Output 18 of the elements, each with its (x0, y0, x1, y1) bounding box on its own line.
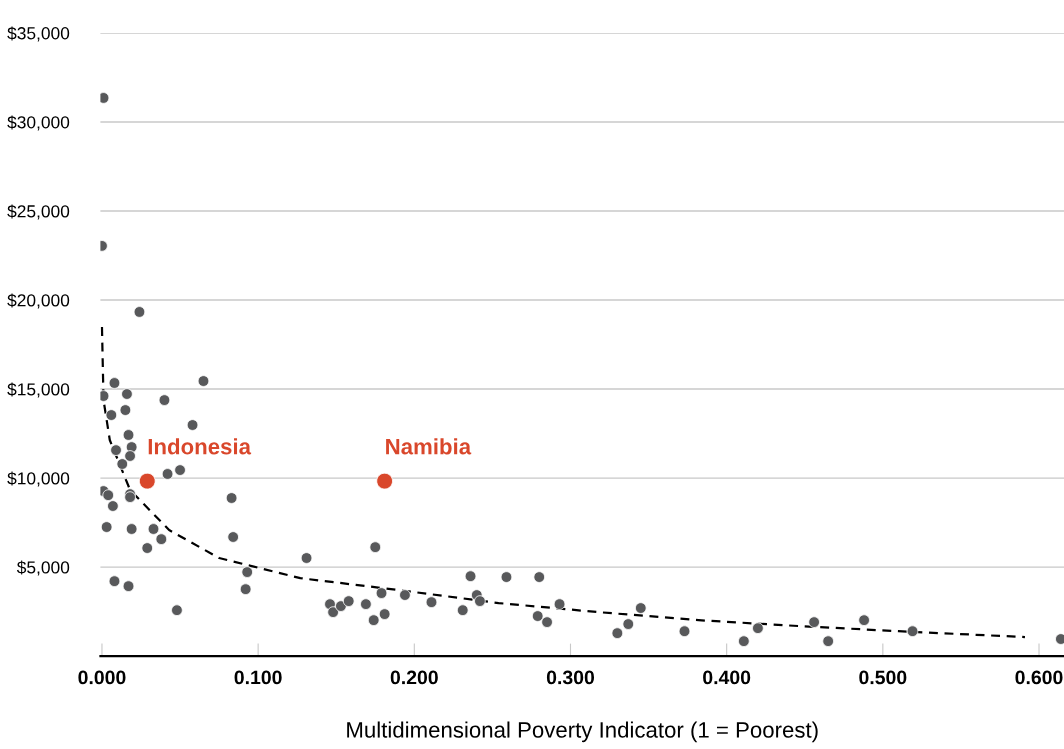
y-tick-label: $15,000 (7, 382, 70, 398)
annotation: Indonesia (148, 438, 252, 455)
x-tick-label: 0.600 (1015, 670, 1063, 685)
x-tick-label: 0.300 (546, 670, 595, 685)
line-series (100, 325, 1027, 639)
x-tick-label: 0.400 (703, 670, 751, 685)
annotation: Namibia (386, 438, 472, 455)
y-tick-label: $25,000 (7, 204, 70, 220)
x-tick-label: 0.100 (234, 670, 282, 685)
y-tick-label: $30,000 (7, 115, 70, 131)
x-axis-title: Multidimensional Poverty Indicator (1 = Poorest) (347, 721, 818, 743)
x-tick-label: 0.000 (78, 670, 126, 685)
x-tick-label: 0.500 (859, 670, 907, 685)
y-tick-label: $20,000 (7, 293, 70, 309)
x-tick-label: 0.200 (390, 670, 438, 685)
y-tick-label: $10,000 (7, 471, 70, 487)
y-tick-label: $5,000 (16, 560, 70, 576)
y-tick-label: $35,000 (7, 26, 70, 42)
